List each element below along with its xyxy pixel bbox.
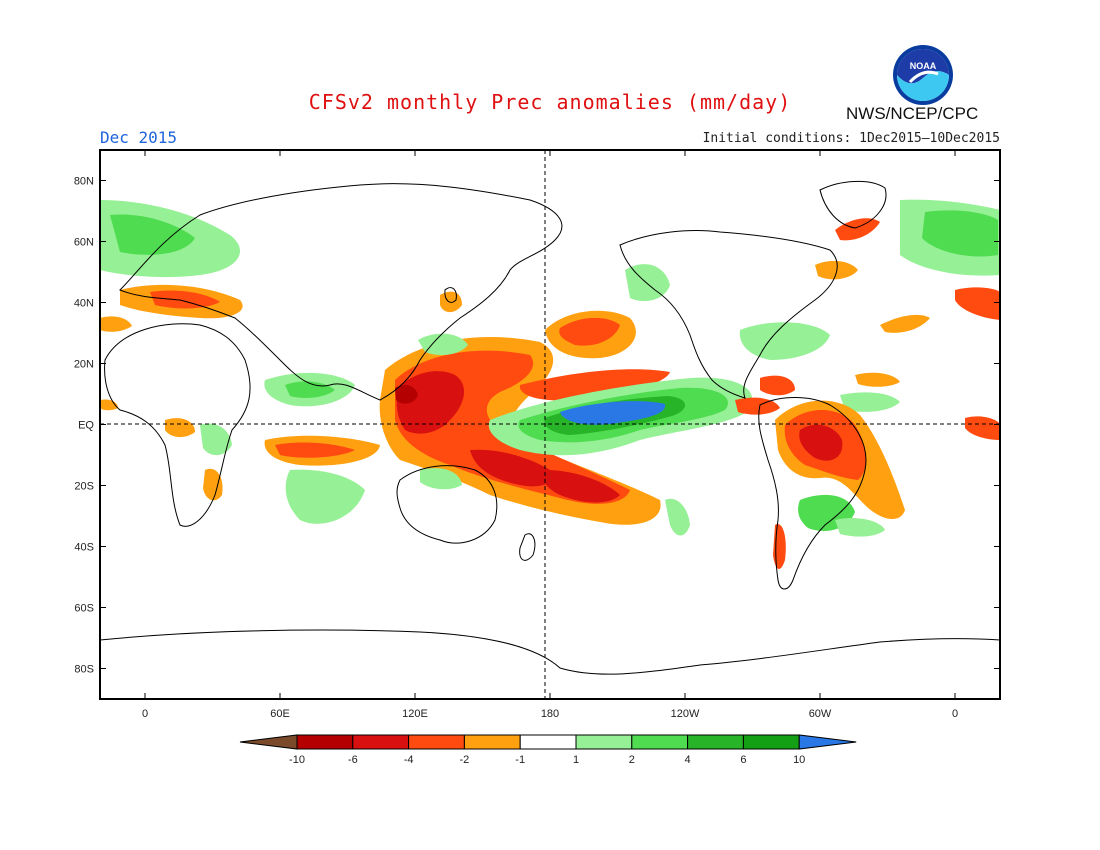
anomaly-wet-atlantic [840,392,900,412]
chart-title: CFSv2 monthly Prec anomalies (mm/day) [308,90,792,114]
lon-tick-label: 120E [402,708,428,720]
colorbar-label: -2 [460,754,470,766]
lat-tick-label: 80N [74,176,94,188]
coastline-north-america [619,230,838,399]
colorbar-high-arrow [798,734,857,750]
lat-tick-label: 60S [74,603,94,615]
month-label: Dec 2015 [100,128,178,147]
svg-text:NOAA: NOAA [910,61,937,71]
colorbar-swatch [687,734,744,750]
lat-tick-label: 40N [74,298,94,310]
anomaly-dry-philippines-core [395,384,418,404]
anomaly-dry-spcz-core [543,470,620,503]
colorbar-label: -10 [289,754,305,766]
anomaly-wet-south-atlantic [835,518,885,537]
anomaly-dry-central-pacific-band [519,369,670,401]
anomaly-dry-south-pacific-core [470,449,554,487]
latitude-ticks: 80N 60N 40N 20N EQ 20S 40S 60S 80S [74,176,1000,676]
anomaly-dry-alaska [835,218,880,241]
anomaly-dry-east-africa [165,418,195,438]
anomaly-dry-western-pacific-core [396,371,465,434]
colorbar-label: 4 [685,754,691,766]
coastline-antarctica [100,629,1000,675]
colorbar-swatch [519,734,577,750]
agency-label: NWS/NCEP/CPC [846,104,979,123]
colorbar-swatch [575,734,633,750]
colorbar-swatch [352,734,410,750]
lon-tick-label: 0 [952,708,958,720]
colorbar-label: -4 [404,754,414,766]
colorbar-swatch [408,734,465,750]
colorbar-label: 10 [793,754,805,766]
coastline-eurasia [119,183,563,401]
colorbar-swatch [296,734,354,750]
anomaly-dry-med-east [955,287,1000,320]
anomaly-dry-atlantic-tropical [855,372,900,387]
colorbar-swatch [631,734,689,750]
lon-tick-label: 0 [142,708,148,720]
anomaly-dry-southern-africa [203,468,223,501]
lon-tick-label: 60W [809,708,832,720]
coastline-japan [444,287,457,303]
lat-tick-label: 20N [74,359,94,371]
anomaly-dry-indian-ocean-core [275,442,355,458]
colorbar-label: -1 [515,754,525,766]
anomaly-wet-europe-east-core [922,210,998,257]
lon-tick-label: 60E [270,708,290,720]
anomaly-wet-europe-core [110,214,195,255]
anomaly-dry-gulf [760,375,795,396]
colorbar-label: 6 [740,754,746,766]
anomaly-dry-atlantic [880,314,930,333]
coastline-south-america [758,397,867,590]
anomaly-dry-mediterranean-core [150,290,220,309]
anomaly-wet-south-pacific-strip [665,498,690,536]
noaa-logo: NOAA [893,45,953,105]
coastline-greenland [819,180,887,229]
longitude-ticks: 0 60E 120E 180 120W 60W 0 [142,150,958,720]
lon-tick-label: 180 [541,708,559,720]
coastline-new-zealand [519,533,536,561]
anomaly-dry-gulf-guinea [965,416,1000,440]
anomaly-dry-amazon-core [799,424,843,461]
coastline-africa [104,323,251,527]
lat-tick-label: 80S [74,664,94,676]
colorbar-swatch [463,734,521,750]
anomaly-wet-australia-north [420,468,462,490]
colorbar-low-arrow [239,734,298,750]
colorbar-swatch [742,734,800,750]
colorbar-swatches [239,734,857,750]
colorbar-label: 1 [573,754,579,766]
colorbar-label: -6 [348,754,358,766]
lat-tick-label: EQ [78,420,94,432]
coastline-australia [396,465,498,544]
colorbar-labels: -10 -6 -4 -2 -1 1 2 4 6 10 [289,754,805,766]
anomaly-dry-north-pacific-core [559,317,620,346]
anomaly-wet-east-africa [200,423,232,456]
coastlines [100,180,1000,675]
lat-tick-label: 60N [74,237,94,249]
anomaly-wet-indian-ocean-south [285,469,365,524]
anomaly-wet-east-asia [418,333,468,356]
anomaly-dry-iberia [100,316,132,332]
colorbar-label: 2 [629,754,635,766]
lat-tick-label: 20S [74,481,94,493]
lat-tick-label: 40S [74,542,94,554]
initial-conditions: Initial conditions: 1Dec2015—10Dec2015 [702,131,1000,146]
anomaly-wet-central-pacific [560,401,666,425]
lon-tick-label: 120W [671,708,700,720]
